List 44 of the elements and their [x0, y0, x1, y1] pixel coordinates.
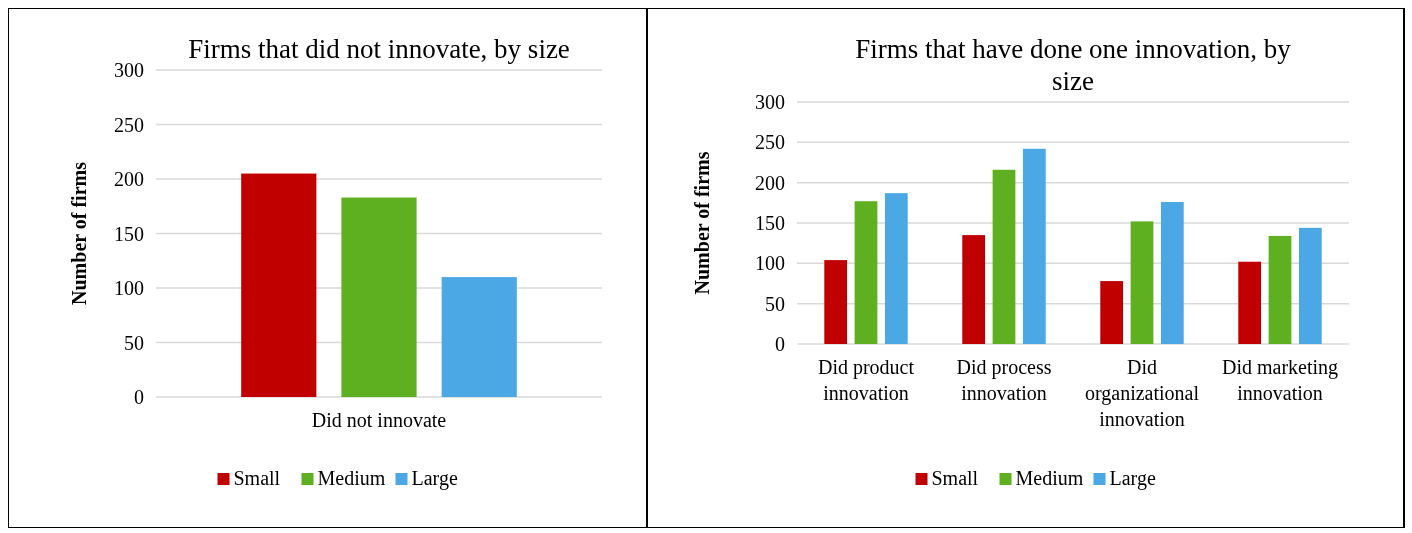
- bar: [441, 277, 517, 397]
- bar: [962, 235, 986, 344]
- bar: [1022, 148, 1046, 344]
- y-tick-label: 300: [114, 59, 144, 81]
- x-tick-label: Did not innovate: [311, 409, 447, 431]
- y-tick-label: 150: [755, 212, 785, 234]
- x-tick-label: Did organizational innovation: [1084, 356, 1200, 430]
- chart-title: Firms that did not innovate, by size: [188, 34, 570, 64]
- bar: [1238, 261, 1262, 344]
- y-tick-label: 200: [755, 171, 785, 194]
- bar: [1160, 202, 1184, 344]
- bar: [241, 173, 317, 397]
- y-tick-label: 50: [765, 292, 785, 315]
- bar: [992, 169, 1016, 344]
- x-tick-label: Did marketing innovation: [1221, 356, 1339, 404]
- bar: [824, 260, 848, 344]
- legend-label: Medium: [317, 467, 386, 489]
- y-tick-label: 100: [114, 277, 144, 299]
- y-tick-label: 200: [114, 168, 144, 190]
- chart-title: Firms that have done one innovation, by size: [855, 34, 1292, 96]
- x-tick-label: Did product innovation: [817, 356, 915, 404]
- y-tick-label: 0: [775, 333, 785, 355]
- bar: [1298, 227, 1322, 344]
- bar: [884, 193, 908, 344]
- legend-label: Small: [233, 467, 281, 489]
- y-tick-label: 250: [114, 113, 144, 136]
- y-axis-title: Number of firms: [691, 151, 713, 295]
- legend-label: Large: [1109, 467, 1156, 490]
- y-tick-label: 150: [114, 222, 144, 245]
- bar: [341, 197, 417, 397]
- legend-label: Small: [931, 467, 979, 489]
- legend-label: Large: [411, 467, 458, 490]
- y-tick-label: 300: [755, 91, 785, 113]
- y-tick-label: 100: [755, 252, 785, 275]
- bar: [1268, 235, 1292, 344]
- y-tick-label: 0: [134, 386, 144, 408]
- bar: [854, 201, 878, 344]
- y-axis-title: Number of firms: [68, 161, 90, 305]
- legend-label: Medium: [1015, 467, 1084, 489]
- y-tick-label: 50: [124, 331, 144, 354]
- y-tick-label: 250: [755, 131, 785, 154]
- bar: [1100, 281, 1124, 344]
- x-tick-label: Did process innovation: [956, 356, 1052, 404]
- bar: [1130, 221, 1154, 344]
